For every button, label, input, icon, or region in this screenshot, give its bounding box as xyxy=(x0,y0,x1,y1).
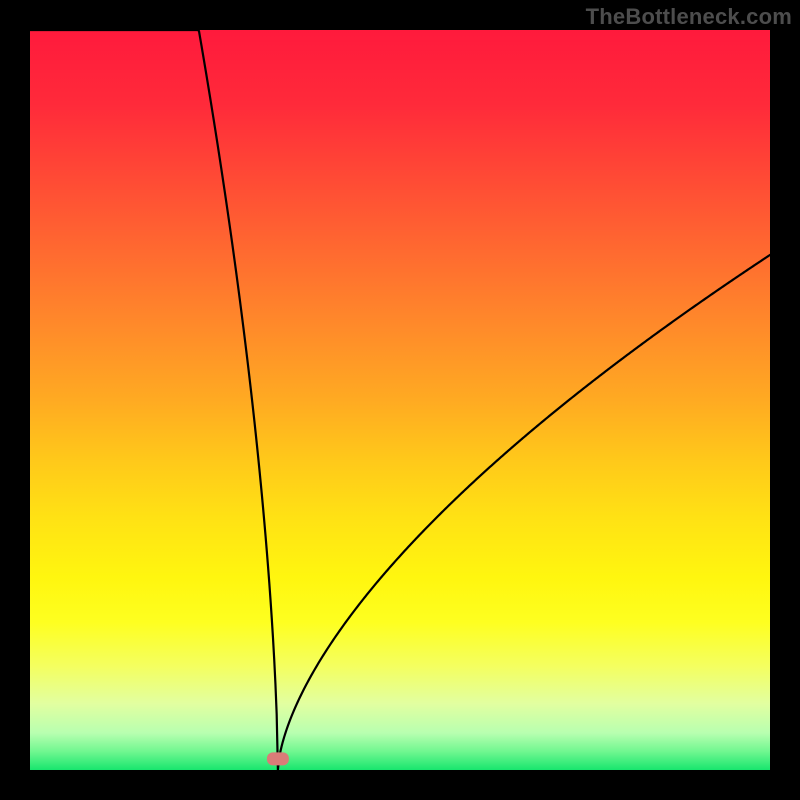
bottleneck-chart xyxy=(0,0,800,800)
figure-root: TheBottleneck.com xyxy=(0,0,800,800)
minimum-marker xyxy=(267,752,289,765)
watermark-text: TheBottleneck.com xyxy=(586,4,792,30)
plot-background xyxy=(30,30,770,770)
